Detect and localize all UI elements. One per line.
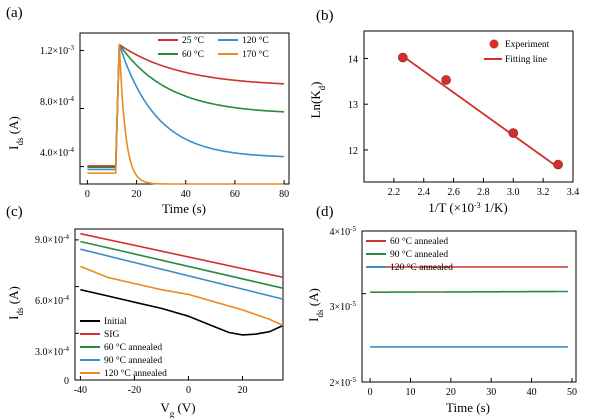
series-line [370,290,568,293]
x-tick-label: -40 [74,385,87,396]
data-point [398,52,408,63]
panel-d-ytick-label: 4×10-5 [330,225,357,238]
y-tick-label: 14 [348,54,358,65]
panel-b-label: (b) [316,8,334,24]
data-point [508,128,519,138]
panel-d-frame [361,230,577,383]
panel-a-ytick-label: 8.0×10-4 [40,95,74,108]
panel-d-series [370,266,568,348]
legend-label: Initial [104,317,127,327]
legend-label: 170 °C [242,49,269,60]
x-tick-label: 3.4 [567,187,580,198]
legend-label: 60 °C annealed [104,342,162,353]
data-point [441,75,451,85]
x-tick-label: 2.4 [417,187,430,198]
panel-b-fit [402,55,559,169]
series-line [80,240,284,289]
legend-label: SIG [104,330,119,340]
panel-a-ytick-label: 1.2×10-3 [40,44,74,57]
panel-a: (a) 0 20 40 60 80 1.2×10-3 8.0×10-4 4.0×10-4… [6,5,290,216]
x-tick-label: 20 [237,385,247,396]
panel-d: (d) 0 10 20 30 40 50 4×10-5 3×10-5 2×10-5 Ids… [306,204,577,415]
x-tick-label: 0 [186,385,191,396]
y-tick-label: 13 [348,100,358,111]
x-tick-label: 0 [368,387,373,398]
panel-c-ticks: -40 -20 0 20 [74,239,247,396]
x-tick-label: 40 [527,387,537,398]
panel-c-ytick-label: 9.0×10-4 [35,233,69,246]
panel-d-ticks: 0 10 20 30 40 50 [362,230,577,398]
panel-c: (c) -40 -20 0 20 9.0×10-4 6.0×10-4 3.0×10-4… [6,204,284,418]
series-line [87,43,285,171]
panel-c-frame [74,228,284,381]
legend-label: Fitting line [505,55,547,65]
x-tick-label: 30 [486,387,496,398]
panel-a-label: (a) [6,5,23,21]
x-tick-label: 3.2 [537,187,550,198]
series-line [87,43,285,167]
x-tick-label: 0 [85,189,90,200]
legend-label: 120 °C annealed [104,368,167,379]
panel-c-label: (c) [6,204,23,220]
x-tick-label: 2.2 [388,187,401,198]
panel-b: (b) 2.2 2.4 2.6 2.8 3.0 3.2 3.4 12 13 14 Ln(Kd) 1… [308,8,579,215]
panel-b-points [398,52,563,170]
fit-line [402,55,559,169]
panel-b-ylabel: Ln(Kd) [308,81,327,118]
y-tick-label: 12 [348,146,358,157]
panel-b-frame [363,30,574,183]
panel-a-series [87,43,285,185]
panel-a-ticks: 0 20 40 60 80 [80,49,289,200]
x-tick-label: 40 [181,189,191,200]
legend-label: Experiment [505,40,550,50]
x-tick-label: 20 [132,189,142,200]
panel-d-legend: 60 °C annealed 90 °C annealed 120 °C ann… [366,236,453,273]
panel-c-ytick-label: 3.0×10-4 [35,345,69,358]
panel-c-ytick-label: 0 [64,376,69,387]
series-line [80,248,284,300]
panel-a-legend: 25 °C 60 °C 120 °C 170 °C [158,35,269,60]
legend-label: 90 °C annealed [390,249,448,260]
series-line [87,43,285,185]
legend-label: 120 °C [242,35,269,46]
panel-d-ytick-label: 2×10-5 [330,376,357,389]
panel-c-legend: Initial SIG 60 °C annealed 90 °C anneale… [80,317,167,379]
series-line [80,265,284,327]
legend-label: 25 °C [182,35,204,46]
panel-d-label: (d) [316,204,334,220]
panel-c-ytick-label: 6.0×10-4 [35,294,69,307]
legend-label: 60 °C annealed [390,236,448,247]
panel-d-xlabel: Time (s) [446,400,490,415]
x-tick-label: 80 [279,189,289,200]
panel-a-ytick-label: 4.0×10-4 [40,146,74,159]
legend-marker [489,39,499,49]
data-point [553,159,563,170]
panel-b-xlabel: 1/T (×10-3 1/K) [428,200,508,215]
x-tick-label: 60 [230,189,240,200]
x-tick-label: 2.6 [447,187,460,198]
legend-label: 90 °C annealed [104,355,162,366]
x-tick-label: 2.8 [477,187,490,198]
panel-d-ytick-label: 3×10-5 [330,300,357,313]
panel-b-legend: Experiment Fitting line [484,39,550,65]
panel-c-series [80,232,284,336]
x-tick-label: 3.0 [507,187,520,198]
series-line [87,43,285,169]
x-tick-label: 50 [567,387,577,398]
x-tick-label: -20 [128,385,141,396]
panel-c-xlabel: Vg (V) [160,400,195,418]
x-tick-label: 20 [446,387,456,398]
x-tick-label: 10 [405,387,415,398]
panel-a-xlabel: Time (s) [162,201,206,216]
legend-label: 60 °C [182,49,204,60]
legend-label: 120 °C annealed [390,262,453,273]
panel-c-ylabel: Ids (A) [6,286,25,320]
panel-d-ylabel: Ids (A) [306,288,325,322]
series-line [80,232,284,279]
panel-a-ylabel: Ids (A) [6,116,25,150]
panel-b-ticks: 2.2 2.4 2.6 2.8 3.0 3.2 3.4 12 13 14 [348,54,579,198]
series-line [80,288,284,336]
